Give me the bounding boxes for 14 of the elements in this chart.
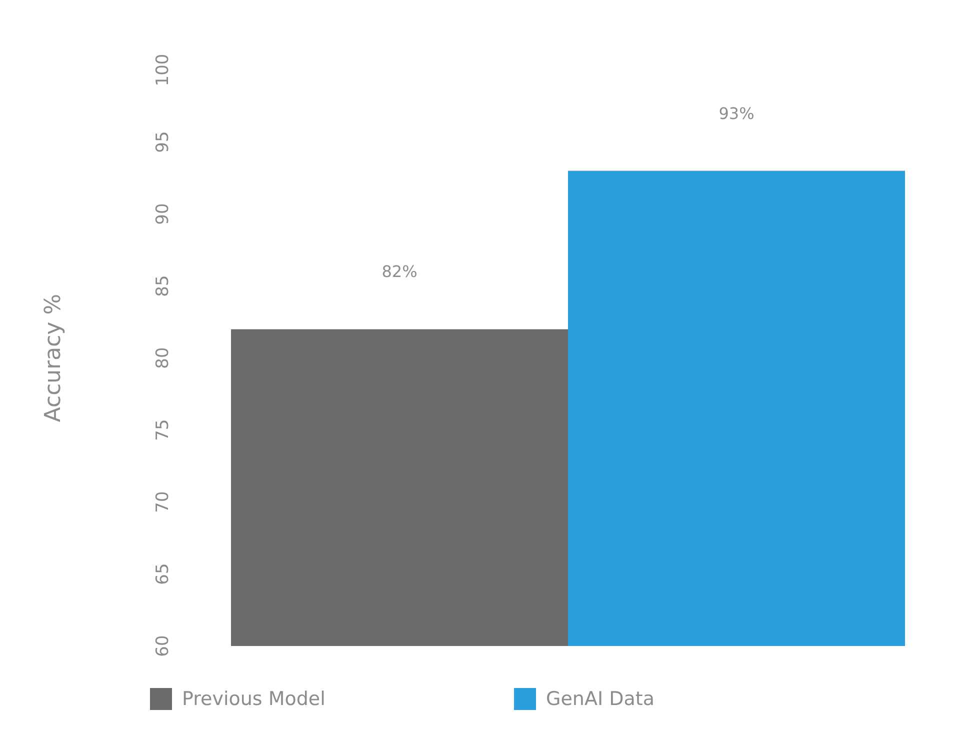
y-tick-label: 90 (153, 203, 173, 225)
data-label: 82% (382, 262, 418, 282)
y-tick-label: 95 (153, 131, 173, 153)
y-tick-label: 65 (153, 563, 173, 585)
y-tick-label: 75 (153, 419, 173, 441)
y-tick-label: 70 (153, 491, 173, 513)
y-tick-label: 80 (153, 347, 173, 369)
y-tick-label: 60 (153, 635, 173, 657)
legend-label: Previous Model (182, 688, 326, 710)
legend-label: GenAI Data (546, 688, 654, 710)
data-label: 93% (718, 104, 754, 123)
y-tick-label: 100 (153, 54, 173, 86)
y-axis-title: Accuracy % (40, 294, 66, 422)
y-tick-label: 85 (153, 275, 173, 297)
